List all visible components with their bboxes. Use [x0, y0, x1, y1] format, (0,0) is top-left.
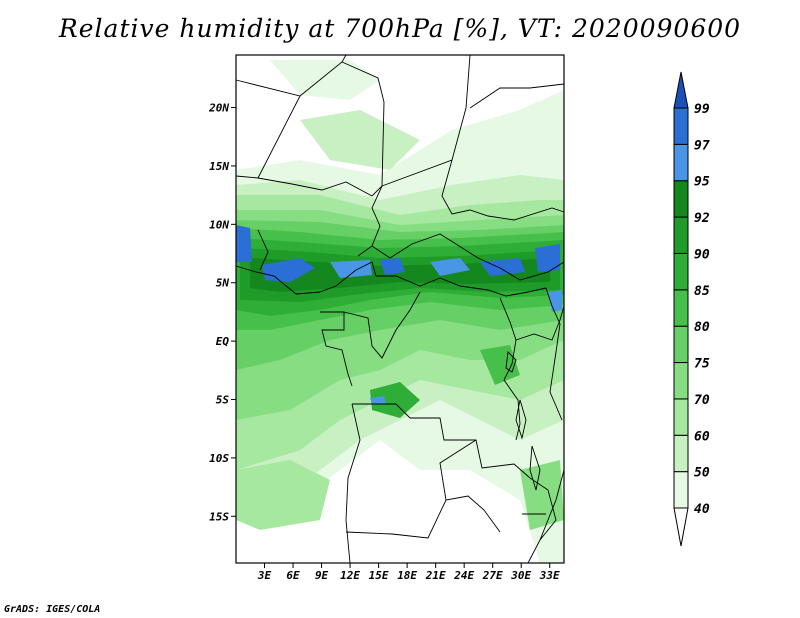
- colorbar-labels: 40 50 60 70 75 80 85 90 92 95 97 99: [694, 102, 710, 517]
- humidity-contour-shape: [330, 260, 372, 278]
- border-line: [381, 54, 471, 187]
- colorbar-box: [673, 289, 689, 327]
- lon-label: 9E: [315, 569, 329, 582]
- border-line: [371, 233, 565, 281]
- humidity-contour-shape: [300, 110, 420, 170]
- colorbar-upper-triangle: [673, 71, 689, 109]
- border-line: [439, 439, 477, 501]
- lon-label: 24E: [453, 569, 474, 582]
- humidity-contour-shape: [520, 460, 564, 530]
- colorbar-box: [673, 398, 689, 436]
- colorbar: 40 50 60 70 75 80 85 90 92 95 97 99: [673, 71, 710, 547]
- lon-label: 12E: [340, 569, 360, 582]
- border-line: [527, 477, 557, 564]
- colorbar-box: [673, 180, 689, 218]
- lon-label: 33E: [539, 569, 560, 582]
- lat-label: 10N: [209, 218, 229, 231]
- colorbar-box: [673, 471, 689, 509]
- border-line: [352, 403, 531, 479]
- humidity-contour-shape: [480, 258, 525, 276]
- colorbar-level-label: 50: [694, 466, 710, 481]
- humidity-contour-shape: [480, 345, 520, 385]
- border-line: [235, 265, 321, 295]
- colorbar-level-label: 75: [694, 357, 710, 372]
- humidity-contour-shape: [548, 290, 562, 312]
- colorbar-box: [673, 216, 689, 254]
- lat-label: 5N: [216, 277, 230, 290]
- border-line: [539, 469, 565, 541]
- border-line: [545, 287, 563, 421]
- colorbar-level-label: 99: [694, 102, 710, 117]
- colorbar-box: [673, 325, 689, 364]
- map-frame: [235, 54, 565, 564]
- border-line: [441, 159, 565, 221]
- humidity-contour-shape: [250, 258, 550, 292]
- humidity-contour-shape: [270, 60, 380, 100]
- humidity-contour-shape: [262, 258, 315, 282]
- lon-label: 6E: [286, 569, 300, 582]
- border-line: [257, 229, 269, 271]
- colorbar-box: [673, 434, 689, 473]
- lat-label: 10S: [209, 452, 229, 465]
- colorbar-box: [673, 107, 689, 145]
- humidity-contour-shape: [370, 382, 420, 418]
- humidity-contour-shape: [236, 460, 330, 530]
- humidity-contour-shape: [380, 258, 405, 275]
- lon-label: 21E: [425, 569, 446, 582]
- humidity-contour-shape: [535, 244, 560, 272]
- colorbar-level-label: 70: [694, 393, 710, 408]
- colorbar-lower-triangle: [673, 507, 689, 547]
- colorbar-level-label: 40: [694, 502, 710, 517]
- humidity-contour-shape: [370, 396, 386, 404]
- border-line: [345, 403, 361, 564]
- colorbar-boxes: [673, 71, 689, 547]
- lat-label: 15S: [209, 510, 229, 523]
- grads-credit: GrADS: IGES/COLA: [4, 604, 101, 615]
- border-line: [235, 54, 347, 97]
- colorbar-box: [673, 252, 689, 291]
- colorbar-level-label: 80: [694, 320, 710, 335]
- lon-label: 30E: [510, 569, 531, 582]
- lake-outline: [505, 351, 517, 373]
- figure-title: Relative humidity at 700hPa [%], VT: 202…: [58, 14, 742, 43]
- lake-outline: [529, 445, 541, 491]
- border-line: [341, 61, 385, 257]
- border-line: [257, 177, 383, 197]
- axis-ticks: 20N 15N 10N 5N EQ 5S 10S 15S 3E 6E 9E 12E 15E 18E 21E 2…: [208, 102, 560, 582]
- lat-label: EQ: [216, 335, 230, 348]
- colorbar-level-label: 90: [694, 247, 710, 262]
- colorbar-box: [673, 362, 689, 400]
- lat-label: 15N: [209, 160, 229, 173]
- colorbar-level-label: 95: [694, 175, 710, 190]
- field-shapes: [236, 60, 564, 563]
- colorbar-level-label: 92: [694, 211, 710, 226]
- lon-label: 15E: [369, 569, 389, 582]
- border-line: [320, 311, 353, 387]
- lon-label: 27E: [482, 569, 503, 582]
- colorbar-level-label: 85: [694, 284, 710, 299]
- border-line: [469, 83, 565, 109]
- colorbar-level-label: 97: [694, 138, 710, 153]
- border-line: [343, 291, 421, 359]
- lat-label: 20N: [208, 102, 229, 115]
- lake-outline: [515, 399, 527, 440]
- lon-label: 18E: [397, 569, 417, 582]
- humidity-field: [236, 55, 564, 563]
- colorbar-level-label: 60: [694, 429, 710, 444]
- lat-label: 5S: [216, 394, 230, 407]
- lon-label: 3E: [257, 569, 272, 582]
- border-line: [515, 305, 565, 341]
- border-line: [319, 261, 547, 297]
- colorbar-box: [673, 143, 689, 182]
- humidity-contour-shape: [430, 258, 470, 276]
- country-borders: [235, 54, 565, 564]
- border-line: [499, 297, 521, 441]
- humidity-contour-shape: [236, 225, 252, 262]
